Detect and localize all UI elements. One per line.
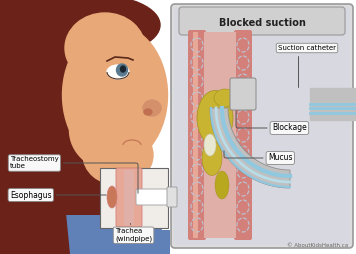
Ellipse shape <box>30 0 160 55</box>
Ellipse shape <box>75 109 91 131</box>
Ellipse shape <box>202 140 222 176</box>
FancyBboxPatch shape <box>188 30 206 240</box>
Ellipse shape <box>69 90 155 170</box>
Text: Esophagus: Esophagus <box>10 190 106 199</box>
Ellipse shape <box>143 100 161 116</box>
FancyBboxPatch shape <box>230 78 256 110</box>
Text: Mucus: Mucus <box>224 151 293 163</box>
FancyBboxPatch shape <box>55 230 170 254</box>
FancyBboxPatch shape <box>193 32 198 238</box>
FancyBboxPatch shape <box>124 170 134 225</box>
Ellipse shape <box>204 134 216 156</box>
Polygon shape <box>50 215 165 254</box>
FancyBboxPatch shape <box>167 187 177 207</box>
Ellipse shape <box>83 125 153 185</box>
Text: Blockage: Blockage <box>236 111 307 133</box>
Polygon shape <box>210 108 290 188</box>
Ellipse shape <box>65 13 145 83</box>
Ellipse shape <box>0 3 145 233</box>
FancyBboxPatch shape <box>171 4 353 248</box>
Text: Trachea
(windpipe): Trachea (windpipe) <box>115 223 152 242</box>
Ellipse shape <box>107 65 129 79</box>
FancyBboxPatch shape <box>174 7 350 245</box>
Polygon shape <box>105 165 135 220</box>
Polygon shape <box>0 100 70 254</box>
FancyBboxPatch shape <box>136 189 172 205</box>
Ellipse shape <box>116 64 127 76</box>
Text: Suction catheter: Suction catheter <box>278 45 336 87</box>
Ellipse shape <box>214 89 236 107</box>
FancyBboxPatch shape <box>100 168 168 228</box>
Ellipse shape <box>215 171 229 199</box>
FancyBboxPatch shape <box>116 168 142 227</box>
Ellipse shape <box>63 25 168 165</box>
Text: © AboutKidsHealth.ca: © AboutKidsHealth.ca <box>287 243 348 248</box>
Text: Tracheostomy
tube: Tracheostomy tube <box>10 156 138 193</box>
FancyBboxPatch shape <box>0 0 85 254</box>
Ellipse shape <box>137 80 159 110</box>
Text: Blocked suction: Blocked suction <box>219 18 305 28</box>
Ellipse shape <box>144 109 152 115</box>
Ellipse shape <box>107 186 117 208</box>
Ellipse shape <box>120 66 126 72</box>
FancyBboxPatch shape <box>179 7 345 35</box>
Ellipse shape <box>197 90 233 146</box>
FancyBboxPatch shape <box>204 32 236 238</box>
FancyBboxPatch shape <box>234 30 252 240</box>
